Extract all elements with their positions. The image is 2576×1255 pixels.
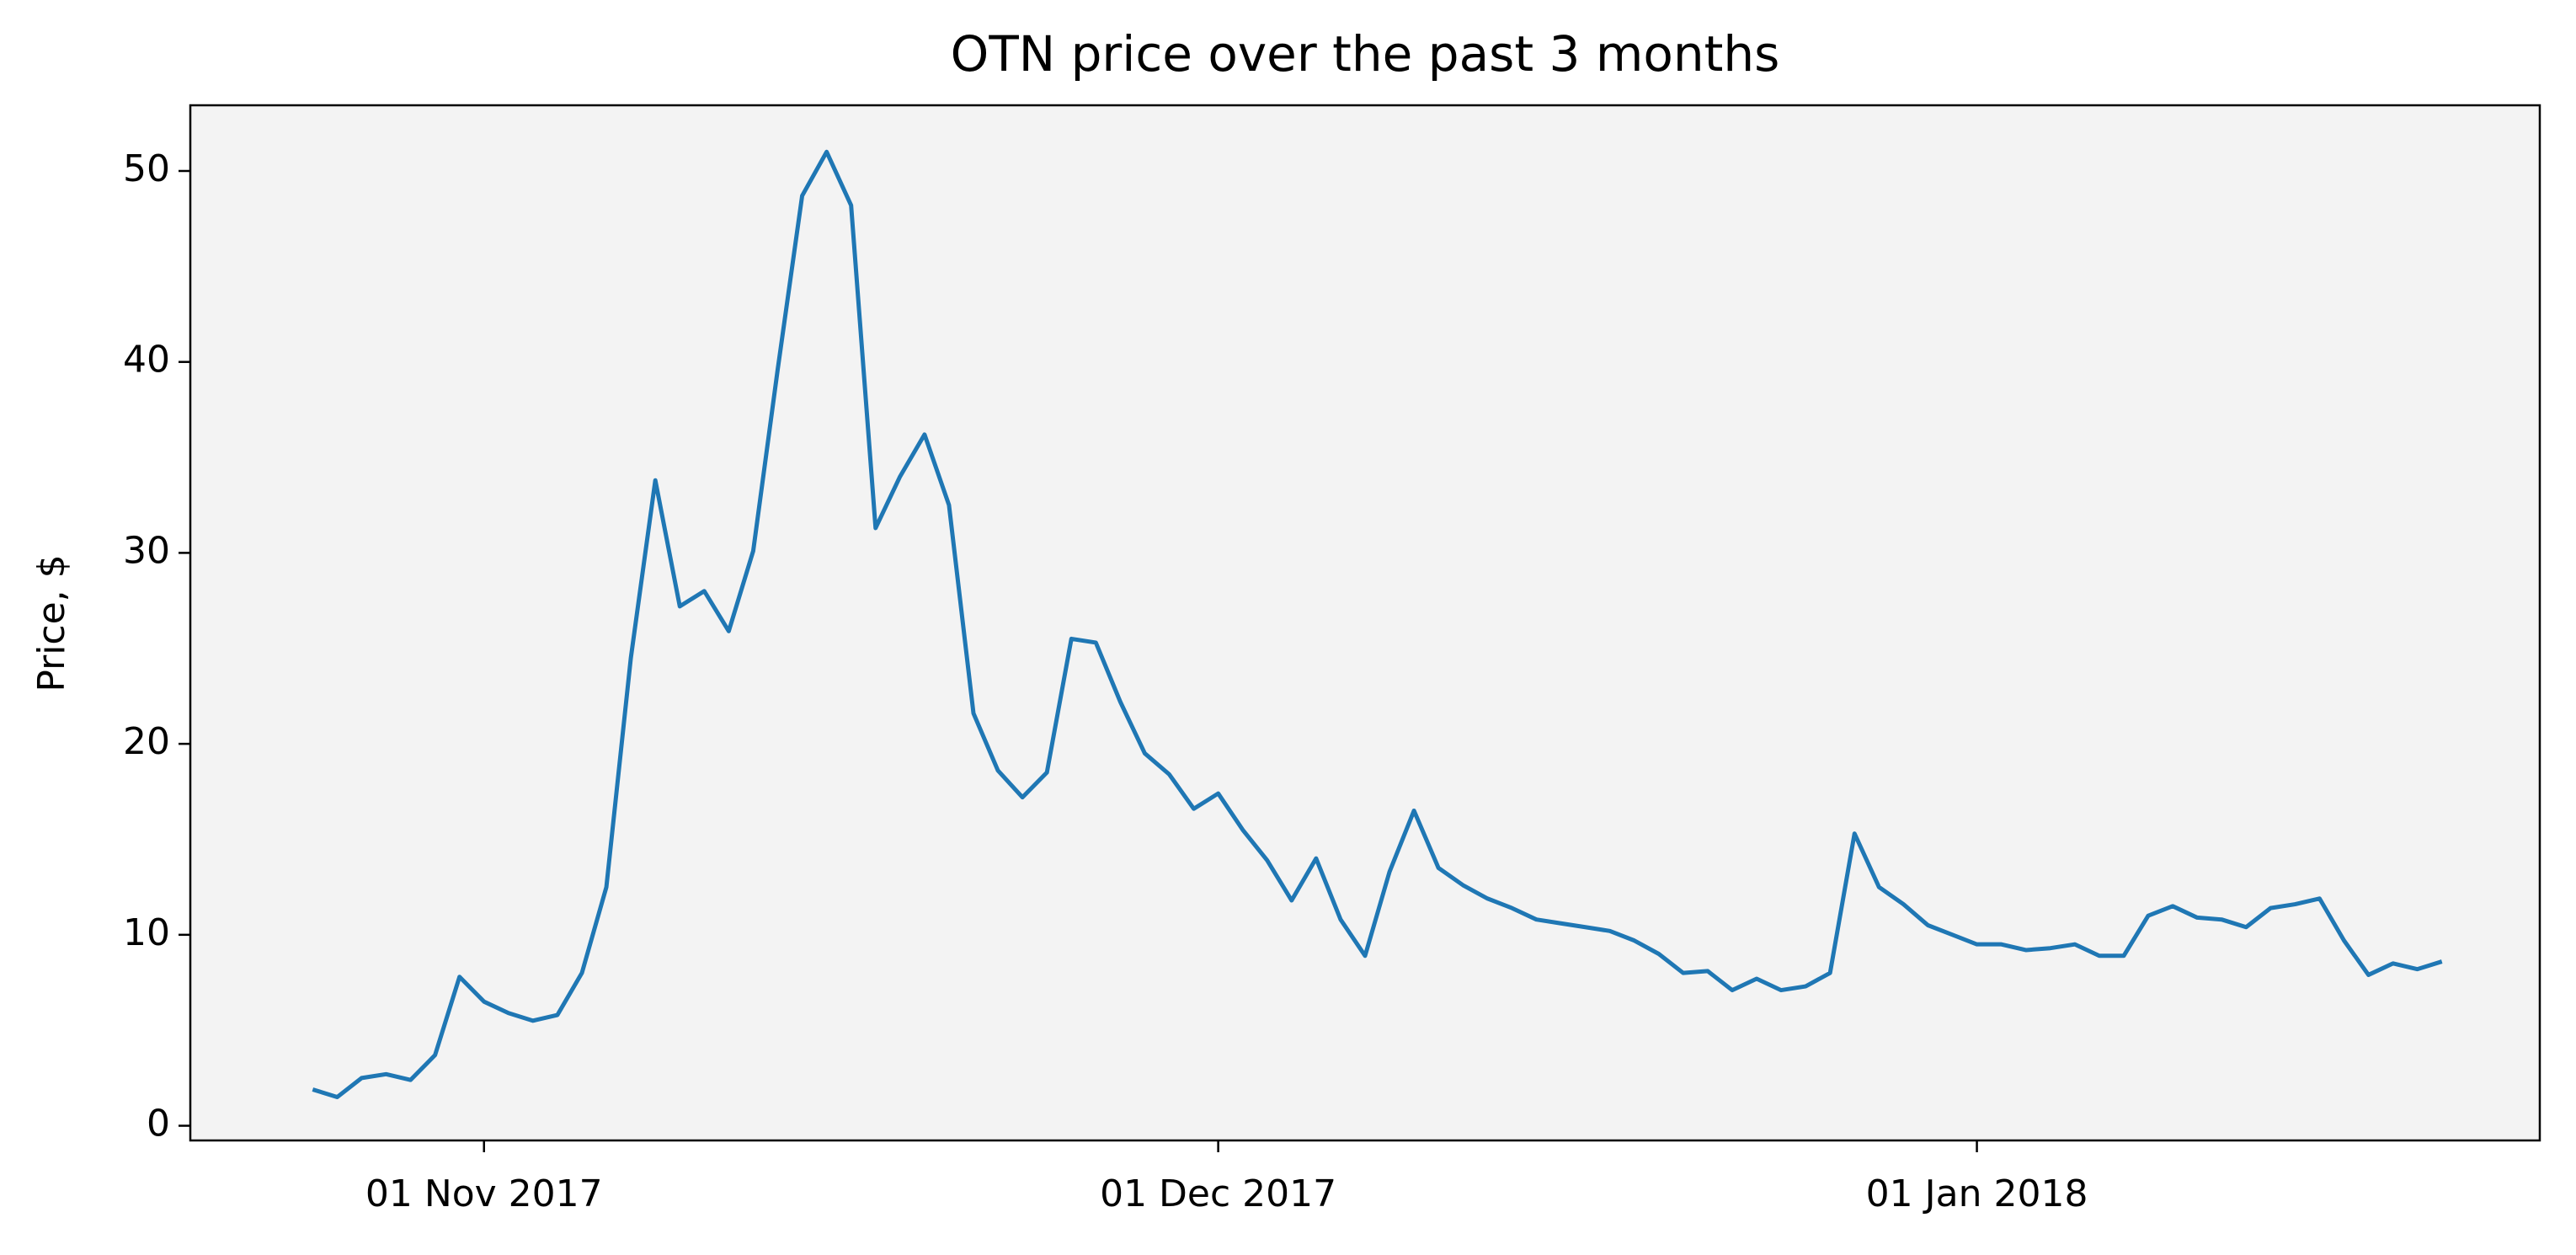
x-tick-label: 01 Nov 2017 [365, 1172, 603, 1215]
chart-title: OTN price over the past 3 months [951, 25, 1780, 83]
plot-background [190, 105, 2540, 1140]
y-tick-label: 50 [123, 147, 170, 190]
y-tick-label: 10 [123, 911, 170, 954]
y-tick-label: 30 [123, 529, 170, 572]
y-tick-label: 40 [123, 339, 170, 382]
x-tick-label: 01 Dec 2017 [1100, 1172, 1336, 1215]
series-line [312, 149, 2443, 1100]
y-axis-label: Price, $ [30, 554, 73, 692]
x-tick-label: 01 Jan 2018 [1866, 1172, 2088, 1215]
y-tick-label: 20 [123, 720, 170, 763]
plot-frame [189, 104, 2541, 1142]
y-tick-label: 0 [147, 1103, 170, 1146]
